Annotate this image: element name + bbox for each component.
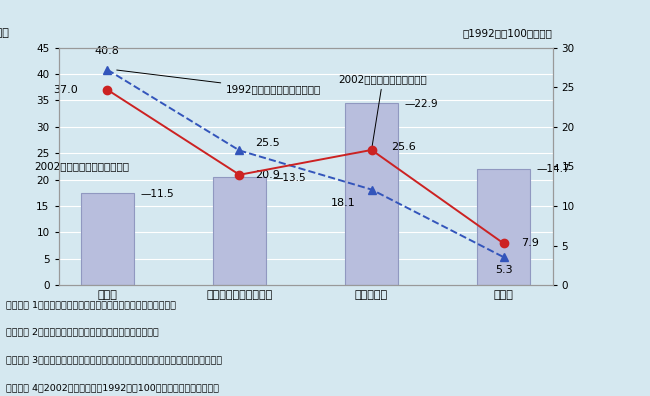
Text: 40.8: 40.8 bbox=[95, 46, 120, 56]
Text: 25.5: 25.5 bbox=[255, 137, 280, 148]
Text: 25.6: 25.6 bbox=[391, 142, 416, 152]
Text: 2002年の求人数（右目盛）: 2002年の求人数（右目盛） bbox=[339, 74, 427, 147]
Text: （1992年＝100：指数）: （1992年＝100：指数） bbox=[463, 28, 552, 38]
Text: —14.7: —14.7 bbox=[537, 164, 570, 174]
Text: 37.0: 37.0 bbox=[53, 85, 78, 95]
Text: （備考） 1．厚生労働省「新規学卒者の労働市場」により作成。: （備考） 1．厚生労働省「新規学卒者の労働市場」により作成。 bbox=[6, 300, 177, 309]
Bar bbox=[477, 169, 530, 285]
Bar bbox=[81, 193, 134, 285]
Text: 18.1: 18.1 bbox=[331, 198, 356, 208]
Text: 4．2002年の求人数は1992年を100として指数化したもの。: 4．2002年の求人数は1992年を100として指数化したもの。 bbox=[6, 383, 220, 392]
Text: —11.5: —11.5 bbox=[140, 189, 174, 199]
Text: 2002年就職者比率（左目盛）: 2002年就職者比率（左目盛） bbox=[34, 161, 130, 171]
Text: 20.9: 20.9 bbox=[255, 170, 280, 180]
Bar bbox=[213, 177, 266, 285]
Text: 1992年就職者比率（左目盛）: 1992年就職者比率（左目盛） bbox=[117, 70, 322, 94]
Text: （％）: （％） bbox=[0, 28, 9, 38]
Bar bbox=[345, 103, 398, 285]
Text: —13.5: —13.5 bbox=[272, 173, 306, 183]
Text: 7.9: 7.9 bbox=[521, 238, 539, 248]
Text: 3．「就職者比率」とは、就職者全体に占める各産業への就職者の割合。: 3．「就職者比率」とは、就職者全体に占める各産業への就職者の割合。 bbox=[6, 355, 222, 364]
Text: 2．産業別就職者比率の変化及び産業別求人数。: 2．産業別就職者比率の変化及び産業別求人数。 bbox=[6, 327, 159, 337]
Text: —22.9: —22.9 bbox=[404, 99, 438, 109]
Text: 5.3: 5.3 bbox=[495, 265, 512, 275]
